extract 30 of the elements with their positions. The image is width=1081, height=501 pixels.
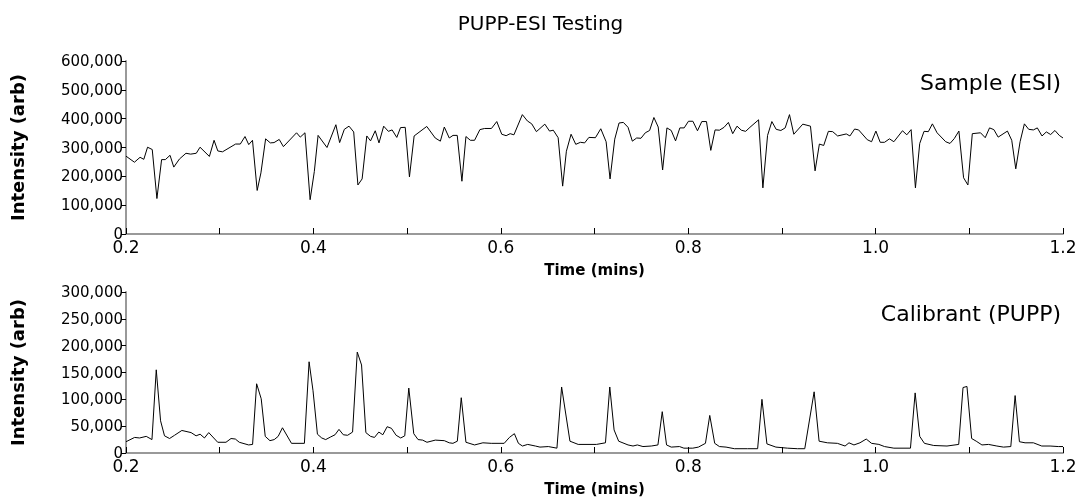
y-axis-title: Intensity (arb) <box>6 74 28 221</box>
y-tick-label: 50,000 <box>70 417 123 436</box>
y-tick-label: 400,000 <box>60 109 123 128</box>
x-axis-title: Time (mins) <box>544 479 645 498</box>
x-tick-label: 1.0 <box>862 236 890 257</box>
y-tick-label: 300,000 <box>60 138 123 157</box>
y-tick-label: 600,000 <box>60 52 123 70</box>
y-tick-label: 150,000 <box>60 363 123 382</box>
x-tick-label: 1.2 <box>1049 236 1077 257</box>
x-tick-label: 0.8 <box>674 236 702 257</box>
y-tick-label: 300,000 <box>60 283 123 301</box>
annotation: Calibrant (PUPP) <box>880 300 1062 326</box>
x-tick-label: 0.6 <box>487 455 515 476</box>
y-tick-label: 200,000 <box>60 336 123 355</box>
x-tick-label: 0.8 <box>674 455 702 476</box>
y-tick-label: 100,000 <box>60 196 123 215</box>
y-tick-label: 500,000 <box>60 80 123 99</box>
x-axis-title: Time (mins) <box>544 260 645 279</box>
chart-title: PUPP-ESI Testing <box>457 11 624 35</box>
y-tick-label: 250,000 <box>60 309 123 328</box>
x-tick-label: 0.6 <box>487 236 515 257</box>
line-series <box>125 114 1064 201</box>
annotation: Sample (ESI) <box>920 69 1062 95</box>
x-tick-label: 1.0 <box>862 455 890 476</box>
x-tick-label: 0.4 <box>299 236 327 257</box>
y-axis-title: Intensity (arb) <box>6 299 28 446</box>
x-tick-label: 0.4 <box>299 455 327 476</box>
y-tick-label: 200,000 <box>60 167 123 186</box>
x-tick-label: 1.2 <box>1049 455 1077 476</box>
y-tick-label: 100,000 <box>60 390 123 409</box>
